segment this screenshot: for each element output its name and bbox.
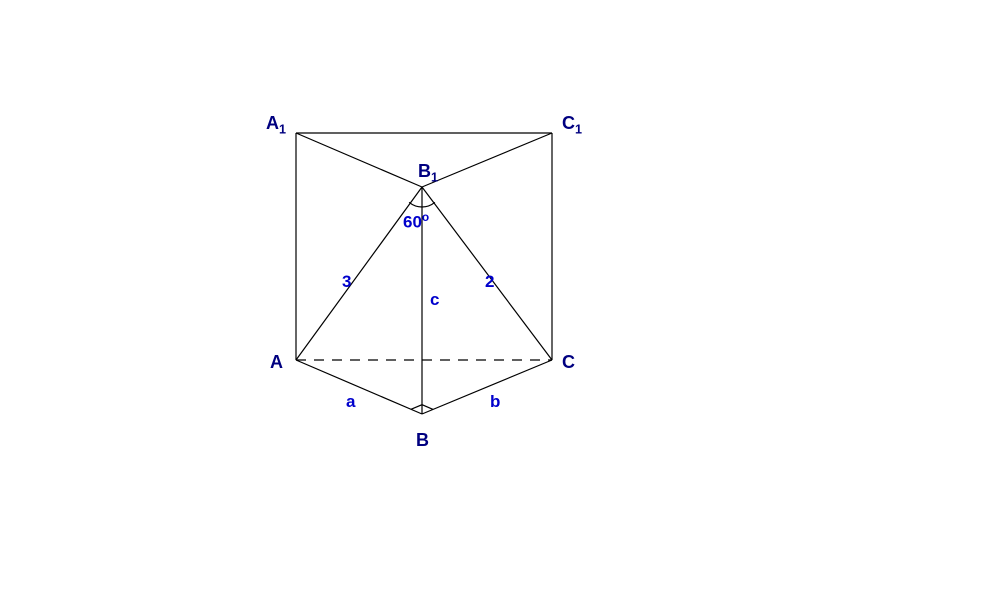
edge-label-angle: 60o — [403, 210, 429, 233]
vertex-label-C: C — [562, 352, 575, 373]
vertex-label-A: A — [270, 352, 283, 373]
vertex-label-A1: A1 — [266, 113, 286, 137]
edge-label-three: 3 — [342, 272, 351, 292]
vertex-label-C1: C1 — [562, 113, 582, 137]
edge-label-a: a — [346, 392, 355, 412]
prism-diagram — [0, 0, 1000, 600]
vertex-label-B1: B1 — [418, 161, 438, 185]
edge-label-two: 2 — [485, 272, 494, 292]
edge-label-c: c — [430, 290, 439, 310]
edge-label-b: b — [490, 392, 500, 412]
vertex-label-B: B — [416, 430, 429, 451]
